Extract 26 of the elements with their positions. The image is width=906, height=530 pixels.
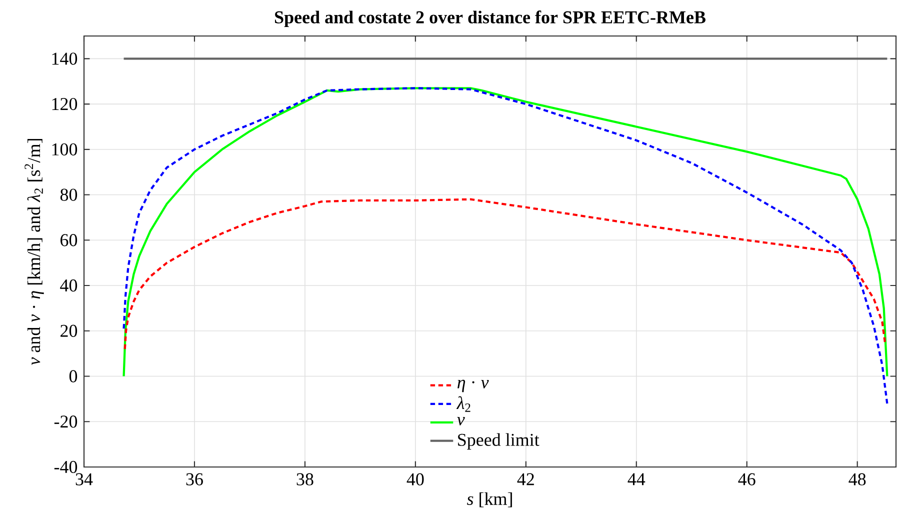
y-tick-label: 60: [60, 234, 78, 246]
y-tick-label: 20: [60, 324, 78, 337]
y-tick-label: 80: [60, 188, 78, 201]
x-tick-label: 34: [76, 473, 93, 486]
legend-label: v: [457, 416, 465, 426]
y-tick-label: 120: [52, 98, 78, 110]
x-axis-title: s [km]: [466, 492, 512, 508]
legend-label: Speed limit: [458, 433, 540, 450]
x-tick-label: 42: [517, 473, 534, 486]
y-tick-label: 140: [52, 52, 78, 65]
legend-label: η · v: [458, 380, 489, 392]
x-tick-label: 38: [296, 473, 314, 486]
text: v and v · η [km/h] and λ$_{2}$ [s$^{2}$/m]: [24, 139, 44, 366]
x-tick-label: 36: [186, 473, 203, 486]
y-tick-label: -20: [54, 416, 78, 428]
x-tick-label: 44: [628, 473, 646, 486]
y-tick-label: 0: [69, 370, 78, 382]
chart-title: Speed and costate 2 over distance for SPR EETC-RMeB: [274, 10, 706, 28]
legend-label: λ$_{2}$: [456, 396, 470, 412]
x-tick-label: 46: [738, 473, 756, 486]
y-tick-label: 40: [60, 279, 78, 292]
line-series: [124, 198, 886, 350]
y-tick-label: 100: [52, 143, 78, 156]
x-tick-label: 40: [406, 473, 424, 486]
y-tick-label: -40: [54, 460, 78, 474]
x-tick-label: 48: [848, 473, 866, 486]
